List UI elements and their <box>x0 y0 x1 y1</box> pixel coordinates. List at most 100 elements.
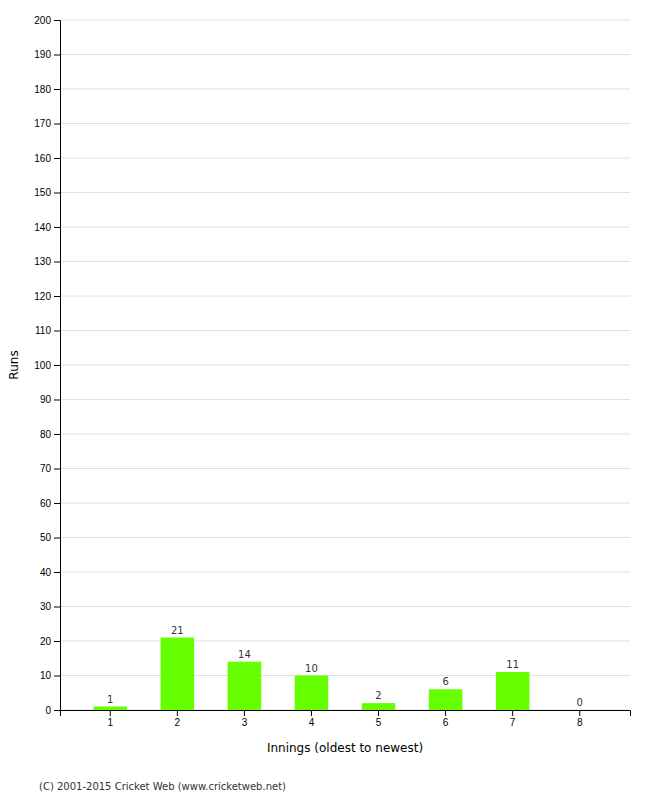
y-tick: 170 <box>34 118 60 129</box>
y-tick-mark <box>54 400 60 401</box>
x-tick-label: 8 <box>577 717 583 728</box>
footer: (C) 2001-2015 Cricket Web (www.cricketwe… <box>39 781 286 792</box>
y-tick: 130 <box>34 256 60 267</box>
y-tick: 110 <box>35 325 60 336</box>
y-tick: 30 <box>40 601 60 612</box>
bar <box>429 689 463 710</box>
y-tick: 0 <box>45 705 60 716</box>
data-label: 6 <box>442 676 448 687</box>
x-tick-mark <box>445 710 446 716</box>
y-tick-mark <box>54 538 60 539</box>
data-label: 2 <box>375 690 381 701</box>
y-tick: 60 <box>40 498 60 509</box>
y-tick: 100 <box>34 360 60 371</box>
y-tick-mark <box>54 365 60 366</box>
y-tick-label: 90 <box>40 394 52 405</box>
y-tick-label: 110 <box>35 325 51 336</box>
y-tick-label: 60 <box>40 498 52 509</box>
y-tick-label: 170 <box>34 118 51 129</box>
grid-line <box>60 123 630 124</box>
x-tick-mark <box>177 710 178 716</box>
x-tick-mark <box>311 710 312 716</box>
y-tick: 70 <box>40 463 60 474</box>
grid-line <box>60 468 630 469</box>
y-axis-line <box>54 21 61 711</box>
y-axis-title: Runs <box>7 350 21 379</box>
grid-line <box>60 20 630 21</box>
y-tick-label: 20 <box>40 636 52 647</box>
y-tick-label: 140 <box>34 222 51 233</box>
y-tick-mark <box>54 331 60 332</box>
x-tick-label: 7 <box>510 717 516 728</box>
y-tick-label: 160 <box>34 153 51 164</box>
y-tick: 50 <box>40 532 60 543</box>
y-tick-label: 190 <box>34 49 51 60</box>
data-label: 14 <box>238 649 251 660</box>
y-tick-mark <box>54 296 60 297</box>
x-tick: 4 <box>309 710 315 728</box>
data-labels: 121141026110 <box>107 625 583 708</box>
grid-line <box>60 192 630 193</box>
bar <box>496 672 530 710</box>
y-tick-label: 120 <box>34 291 51 302</box>
x-tick: 2 <box>175 710 181 728</box>
grid-line <box>60 434 630 435</box>
x-tick: 5 <box>376 710 382 728</box>
y-tick: 150 <box>34 187 60 198</box>
grid-line <box>60 158 630 159</box>
grid-line <box>60 89 630 90</box>
y-tick-label: 150 <box>34 187 51 198</box>
x-tick-label: 6 <box>443 717 449 728</box>
grid-line <box>60 537 630 538</box>
y-tick: 140 <box>34 222 60 233</box>
x-axis-line <box>61 711 631 717</box>
y-tick-label: 40 <box>40 567 52 578</box>
y-tick-mark <box>54 503 60 504</box>
bar <box>563 710 597 711</box>
chart: 1211410261100102030405060708090100110120… <box>0 0 650 800</box>
bar <box>362 703 396 710</box>
y-tick-label: 180 <box>34 84 51 95</box>
y-tick-mark <box>54 89 60 90</box>
x-tick-mark <box>579 710 580 716</box>
data-label: 0 <box>577 697 583 708</box>
grid-line <box>60 365 630 366</box>
y-tick-mark <box>54 193 60 194</box>
grid-line <box>60 572 630 573</box>
y-tick: 40 <box>40 567 60 578</box>
y-tick-mark <box>54 469 60 470</box>
x-tick-label: 4 <box>309 717 315 728</box>
grid <box>60 20 630 710</box>
grid-line <box>60 675 630 676</box>
data-label: 1 <box>107 694 113 705</box>
bar <box>94 707 128 710</box>
x-tick-label: 2 <box>175 717 181 728</box>
x-axis-title: Innings (oldest to newest) <box>267 741 423 755</box>
y-tick-mark <box>54 124 60 125</box>
y-tick: 90 <box>40 394 60 405</box>
x-axis: 12345678 <box>61 710 631 728</box>
grid-line <box>60 296 630 297</box>
y-axis: 0102030405060708090100110120130140150160… <box>34 15 60 716</box>
x-tick: 7 <box>510 710 516 728</box>
grid-line <box>60 641 630 642</box>
y-tick-mark <box>54 607 60 608</box>
bar <box>295 676 329 711</box>
y-tick: 80 <box>40 429 60 440</box>
y-tick-mark <box>54 710 60 711</box>
y-tick-label: 80 <box>40 429 52 440</box>
y-tick-label: 30 <box>40 601 52 612</box>
x-tick: 8 <box>577 710 583 728</box>
x-tick-label: 3 <box>242 717 248 728</box>
x-tick-mark <box>110 710 111 716</box>
bar <box>161 638 195 710</box>
y-tick-mark <box>54 158 60 159</box>
grid-line <box>60 261 630 262</box>
y-tick-label: 0 <box>45 705 51 716</box>
y-tick-mark <box>54 676 60 677</box>
x-tick: 6 <box>443 710 449 728</box>
y-tick-mark <box>54 55 60 56</box>
y-tick-mark <box>54 434 60 435</box>
y-tick-label: 50 <box>40 532 52 543</box>
data-label: 11 <box>506 659 519 670</box>
